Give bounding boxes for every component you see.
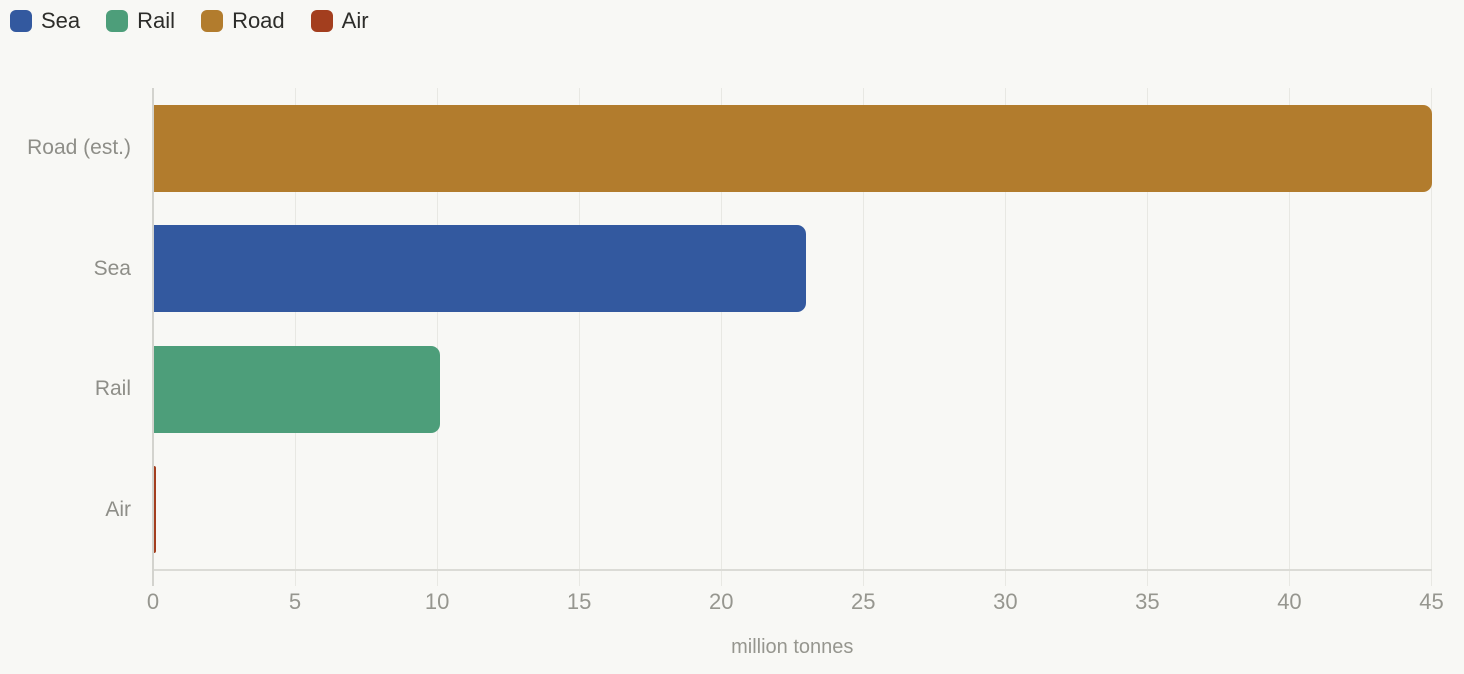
gridline-30 [1004, 88, 1006, 586]
chart-legend: Sea Rail Road Air [10, 8, 369, 34]
legend-item-air[interactable]: Air [310, 8, 369, 34]
legend-label-air: Air [341, 8, 369, 33]
legend-label-road: Road [232, 8, 285, 33]
legend-swatch-road [201, 10, 224, 32]
y-category-label-road-est: Road (est.) [27, 136, 131, 160]
legend-swatch-sea [10, 10, 32, 32]
gridline-35 [1146, 88, 1148, 586]
bar-road-est [154, 104, 1432, 192]
y-category-label-sea: Sea [93, 256, 131, 280]
x-tick-label-20: 20 [708, 589, 734, 614]
gridline-45 [1431, 88, 1432, 586]
gridline-40 [1288, 88, 1290, 586]
x-tick-label-35: 35 [1135, 589, 1160, 614]
y-category-label-air: Air [105, 497, 131, 521]
x-tick-label-10: 10 [424, 589, 450, 614]
legend-item-sea[interactable]: Sea [10, 8, 80, 34]
x-tick-label-5: 5 [288, 589, 302, 614]
x-tick-label-15: 15 [566, 589, 592, 614]
gridline-10 [436, 88, 438, 586]
gridline-5 [294, 88, 296, 586]
legend-swatch-rail [106, 10, 129, 32]
gridline-25 [862, 88, 864, 586]
x-tick-label-45: 45 [1419, 589, 1444, 614]
legend-label-rail: Rail [137, 8, 176, 33]
x-tick-label-40: 40 [1277, 589, 1302, 614]
x-tick-label-0: 0 [146, 589, 160, 614]
legend-item-rail[interactable]: Rail [106, 8, 175, 34]
x-tick-label-30: 30 [993, 589, 1018, 614]
x-axis-line [153, 569, 1432, 571]
x-tick-label-25: 25 [851, 589, 876, 614]
bar-air [154, 466, 156, 554]
legend-item-road[interactable]: Road [201, 8, 285, 34]
gridline-20 [720, 88, 722, 586]
bar-rail [154, 345, 440, 433]
legend-label-sea: Sea [41, 8, 81, 33]
legend-swatch-air [310, 10, 333, 32]
y-category-label-rail: Rail [94, 377, 131, 401]
y-axis-line [152, 88, 154, 586]
bar-sea [154, 225, 807, 313]
x-axis-title: million tonnes [731, 636, 854, 658]
gridline-15 [578, 88, 580, 586]
